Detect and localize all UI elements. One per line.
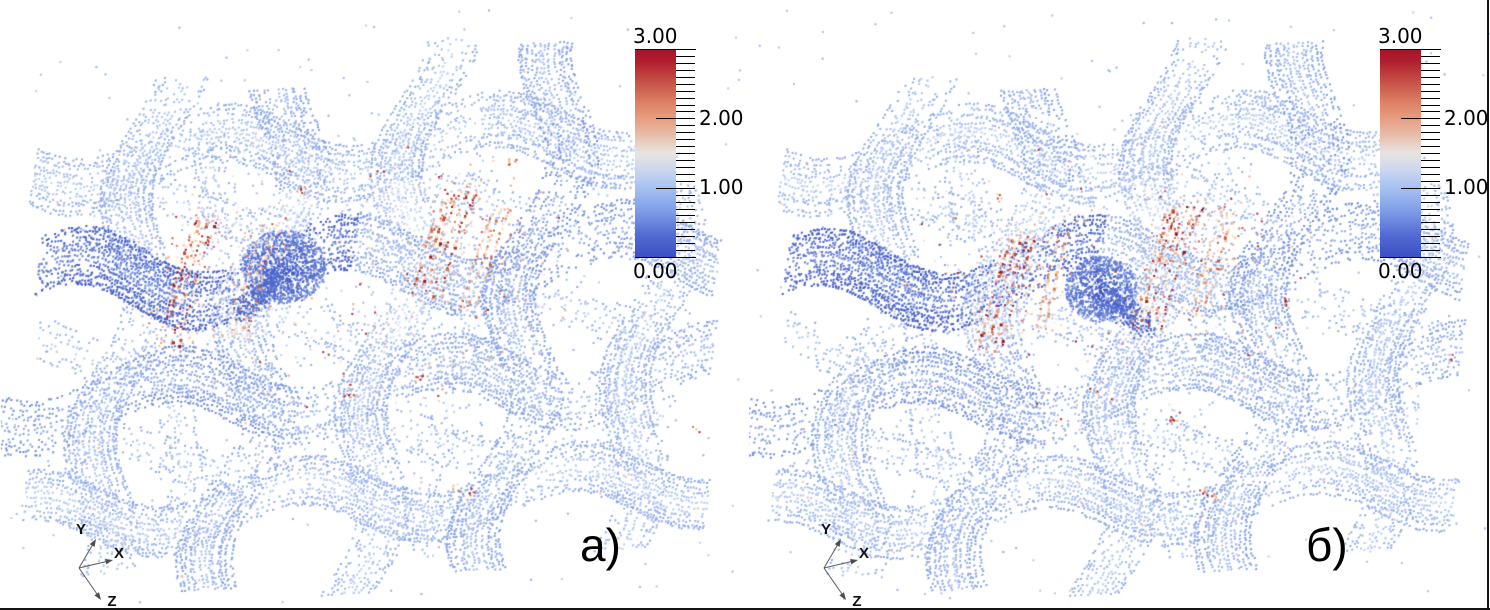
colorbar-min-label: 0.00: [633, 259, 678, 283]
y-axis-arrowhead-icon: [834, 539, 841, 547]
colorbar-tick-label-2: 2.00: [1444, 106, 1489, 130]
z-axis-arrowhead-icon: [94, 592, 101, 600]
colorbar-max-label: 3.00: [1378, 24, 1423, 48]
x-axis-arrowhead-icon: [105, 559, 113, 565]
y-axis-label: Y: [821, 521, 831, 538]
colorbar-min-label: 0.00: [1378, 259, 1423, 283]
colorbar-top-line: [1380, 49, 1441, 50]
panel-label-b: б): [1306, 519, 1348, 571]
y-axis-arrowhead-icon: [89, 539, 96, 547]
x-axis-label: X: [859, 545, 869, 562]
orientation-axes-widget: Y X Z: [821, 521, 869, 609]
z-axis-label: Z: [107, 593, 116, 609]
colorbar-max-label: 3.00: [633, 24, 678, 48]
colorbar-bottom-line: [1380, 257, 1441, 258]
colorbar-a: 3.00 2.00 1.00 0.00: [633, 25, 744, 282]
colorbar-top-line: [635, 49, 696, 50]
z-axis-arrowhead-icon: [839, 592, 846, 600]
figure-border-bottom: [0, 608, 1490, 610]
colorbar-tick-label-1: 1.00: [699, 175, 744, 199]
x-axis-arrowhead-icon: [850, 559, 858, 565]
colorbar-gradient: [635, 49, 676, 257]
colorbar-ticks: [656, 49, 695, 257]
colorbar-tick-label-2: 2.00: [699, 106, 744, 130]
colorbar-tick-label-1: 1.00: [1444, 175, 1489, 199]
colorbar-gradient: [1380, 49, 1421, 257]
colorbar-b: 3.00 2.00 1.00 0.00: [1378, 25, 1489, 282]
y-axis-label: Y: [76, 521, 86, 538]
colorbar-ticks: [1401, 49, 1440, 257]
x-axis-label: X: [114, 545, 124, 562]
orientation-axes-widget: Y X Z: [76, 521, 124, 609]
figure-border-right: [1487, 0, 1489, 610]
z-axis-label: Z: [852, 593, 861, 609]
colorbar-bottom-line: [635, 257, 696, 258]
panel-label-a: а): [580, 519, 621, 571]
